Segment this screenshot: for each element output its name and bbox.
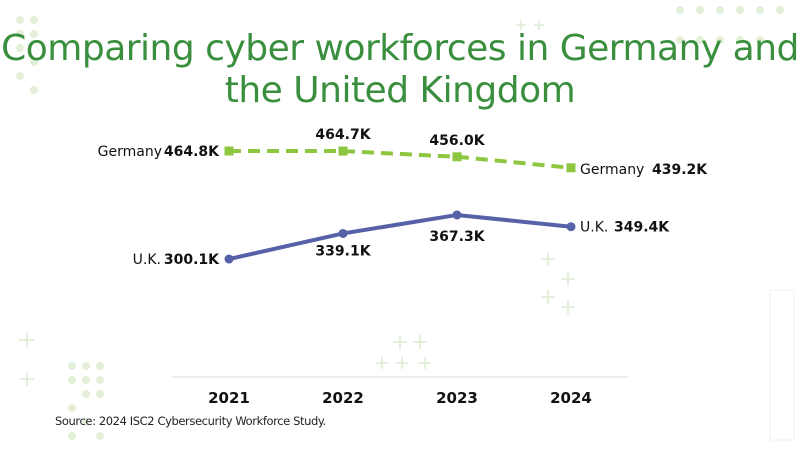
data-point-marker xyxy=(338,146,348,156)
x-tick-label: 2021 xyxy=(208,389,250,407)
data-label: 367.3K xyxy=(429,229,485,245)
x-tick-label: 2024 xyxy=(550,389,592,407)
data-label: 464.7K xyxy=(315,127,371,143)
x-tick-label: 2023 xyxy=(436,389,478,407)
data-point-marker xyxy=(452,152,462,162)
data-point-marker xyxy=(224,146,234,156)
series-line-uk xyxy=(228,212,572,261)
series-name-label: Germany xyxy=(98,144,162,160)
data-point-marker xyxy=(338,228,348,238)
series-name-label: Germany xyxy=(580,162,644,178)
series-name-label: U.K. xyxy=(133,252,161,268)
data-label: 464.8K xyxy=(164,144,220,160)
data-point-marker xyxy=(566,222,576,232)
series-name-label: U.K. xyxy=(580,220,608,236)
chart-title: Comparing cyber workforces in Germany an… xyxy=(1,28,799,111)
data-point-marker xyxy=(566,163,576,173)
data-point-marker xyxy=(452,210,462,220)
data-label: 439.2K xyxy=(652,162,708,178)
data-label: 456.0K xyxy=(429,133,485,149)
series-line-germany xyxy=(228,149,572,170)
data-label: 349.4K xyxy=(614,220,670,236)
x-tick-label: 2022 xyxy=(322,389,364,407)
data-label: 300.1K xyxy=(164,252,220,268)
source-note: Source: 2024 ISC2 Cybersecurity Workforc… xyxy=(55,414,326,428)
data-label: 339.1K xyxy=(315,243,371,259)
data-point-marker xyxy=(224,254,234,264)
